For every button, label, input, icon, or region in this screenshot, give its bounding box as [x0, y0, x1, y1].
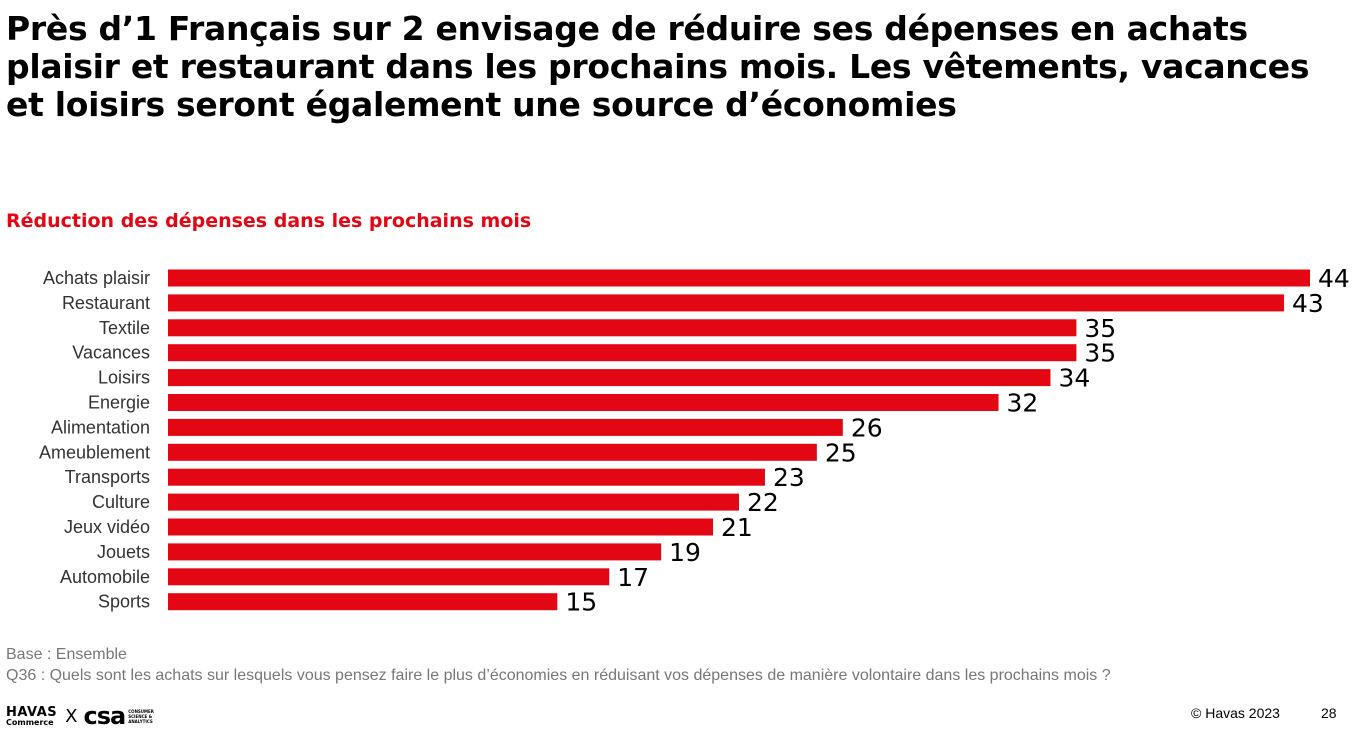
- category-label: Achats plaisir: [43, 268, 150, 288]
- bar: [168, 369, 1051, 387]
- bar: [168, 593, 558, 611]
- value-label: 35: [1084, 314, 1116, 343]
- category-label: Alimentation: [51, 417, 150, 437]
- category-label: Textile: [99, 318, 150, 338]
- category-label: Sports: [98, 592, 150, 612]
- bar: [168, 468, 765, 486]
- category-label: Loisirs: [98, 368, 150, 388]
- value-label: 34: [1058, 364, 1090, 393]
- value-label: 35: [1084, 339, 1116, 368]
- category-label: Energie: [88, 393, 150, 413]
- havas-logo-subtext: Commerce: [6, 717, 54, 727]
- bar: [168, 418, 843, 436]
- chart-title: Réduction des dépenses dans les prochain…: [6, 210, 532, 232]
- value-label: 44: [1318, 264, 1350, 293]
- havas-logo: HAVAS Commerce: [6, 706, 57, 727]
- category-label: Culture: [92, 492, 150, 512]
- question-note: Q36 : Quels sont les achats sur lesquels…: [6, 667, 1111, 684]
- bar: [168, 493, 739, 511]
- value-label: 43: [1292, 289, 1324, 318]
- value-label: 21: [721, 513, 753, 542]
- category-label: Jouets: [97, 542, 150, 562]
- base-note: Base : Ensemble: [6, 646, 127, 663]
- bar: [168, 518, 714, 536]
- category-label: Restaurant: [62, 293, 150, 313]
- bar: [168, 568, 610, 586]
- value-label: 15: [565, 588, 597, 617]
- category-label: Automobile: [60, 567, 150, 587]
- value-label: 32: [1007, 389, 1039, 418]
- copyright: © Havas 2023: [1191, 705, 1280, 721]
- logo-separator: X: [65, 705, 78, 727]
- value-label: 26: [851, 413, 883, 442]
- category-label: Ameublement: [39, 442, 150, 462]
- bar: [168, 394, 999, 411]
- havas-logo-text: HAVAS: [6, 704, 58, 720]
- bar: [168, 319, 1077, 337]
- headline: Près d’1 Français sur 2 envisage de rédu…: [6, 9, 1310, 124]
- csa-logo-subtext: CONSUMER SCIENCE & ANALYTICS: [128, 708, 154, 724]
- value-label: 19: [669, 538, 701, 567]
- value-label: 17: [617, 563, 649, 592]
- category-label: Jeux vidéo: [64, 517, 150, 537]
- category-label: Transports: [65, 467, 150, 487]
- page-number: 28: [1321, 705, 1337, 721]
- bar: [168, 443, 817, 461]
- bar: [168, 543, 662, 561]
- csa-logo-text: csa: [83, 702, 127, 730]
- bar: [168, 294, 1285, 312]
- category-label: Vacances: [72, 343, 150, 363]
- bar: [168, 344, 1077, 362]
- bar: [168, 269, 1310, 287]
- value-label: 25: [825, 438, 857, 467]
- value-label: 23: [773, 463, 805, 492]
- bar-chart: Achats plaisir 44 Restaurant 43 Textile 35 Vac…: [39, 264, 1350, 617]
- value-label: 22: [747, 488, 779, 517]
- footer-logos: HAVAS Commerce X csa CONSUMER SCIENCE & …: [6, 703, 158, 729]
